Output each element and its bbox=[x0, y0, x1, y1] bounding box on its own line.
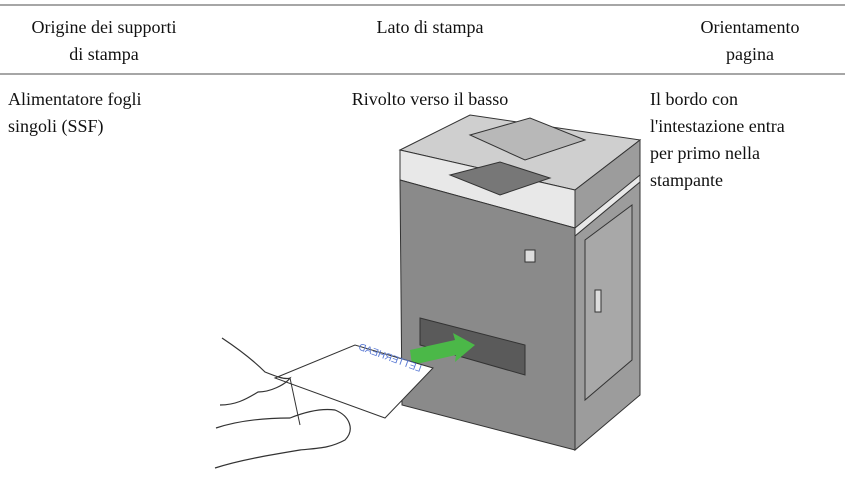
text-line: singoli (SSF) bbox=[8, 116, 104, 136]
text-line: pagina bbox=[726, 44, 774, 64]
paper-and-hands: LETTERHEAD bbox=[214, 337, 434, 469]
text-line: per primo nella bbox=[650, 143, 760, 163]
text-line: Lato di stampa bbox=[376, 17, 484, 37]
header-cell: Lato di stampa bbox=[330, 14, 530, 41]
text-line: di stampa bbox=[69, 44, 139, 64]
text-line: stampante bbox=[650, 170, 723, 190]
body-cell: Rivolto verso il basso bbox=[300, 86, 560, 113]
text-line: Origine dei supporti bbox=[31, 17, 177, 37]
text-line: Rivolto verso il basso bbox=[351, 89, 509, 109]
insert-arrow bbox=[410, 333, 475, 365]
body-cell: Alimentatore fogli singoli (SSF) bbox=[8, 86, 141, 140]
text-line: Il bordo con bbox=[650, 89, 738, 109]
header-cell: Orientamento pagina bbox=[675, 14, 825, 68]
text-line: Alimentatore fogli bbox=[8, 89, 142, 109]
header-cell: Origine dei supporti di stampa bbox=[8, 14, 200, 68]
printer bbox=[398, 114, 642, 452]
text-line: Orientamento bbox=[700, 17, 800, 37]
body-cell: Il bordo con l'intestazione entra per pr… bbox=[650, 86, 785, 194]
text-line: l'intestazione entra bbox=[650, 116, 785, 136]
